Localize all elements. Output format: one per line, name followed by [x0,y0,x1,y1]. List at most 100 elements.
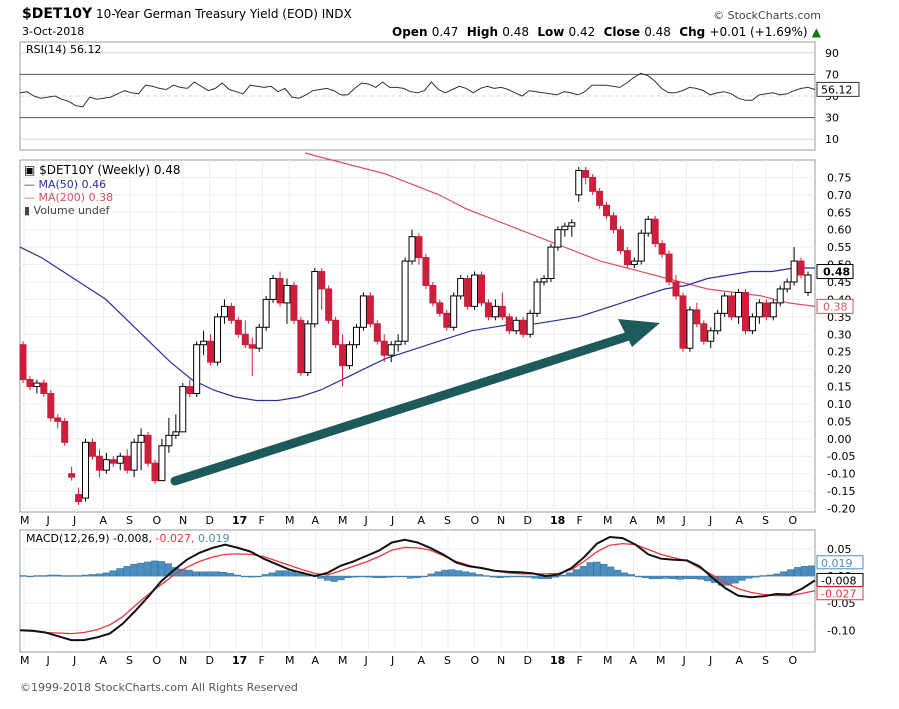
macd-hist-bar [510,575,518,578]
macd-hist-bar [655,575,663,580]
candle [735,288,743,324]
price-month-label: 18 [550,514,565,527]
candle-body [234,319,242,335]
candle-body [179,386,187,433]
candle-body [728,295,736,318]
candle-body [82,441,90,499]
macd-hist-bar [628,574,636,577]
macd-hist-bar [275,570,283,577]
candle-body [137,434,145,443]
candle [728,292,736,321]
macd-hist-bar [116,568,124,577]
candle-body [332,319,340,346]
candle-body [248,344,256,349]
candle-body [436,302,444,314]
candle [102,452,110,474]
price-tick-label: -0.15 [827,485,855,498]
macd-hist-bar [393,575,400,578]
trend-arrowhead [618,319,660,347]
price-tick-label: -0.05 [827,450,855,463]
up-arrow-icon: ▲ [811,25,821,39]
ma50-legend: — MA(50) 0.46 [24,178,106,191]
macd-hist-bar [455,570,463,577]
macd-hist-bar [434,571,442,577]
candle-body [755,302,763,318]
symbol: $DET10Y [22,6,93,22]
candle [276,271,284,307]
open-value: 0.47 [431,25,459,39]
candle-body [484,302,492,318]
price-tick-label: 0.60 [827,224,852,237]
candle [533,278,541,317]
macd-month-label: F [259,654,265,667]
candle-body [193,344,201,395]
price-tick-label: 0.45 [827,276,852,289]
candle-body [721,295,729,314]
candle [352,323,360,349]
macd-hist-bar [427,573,435,577]
candle-body [762,302,770,318]
macd-hist-bar [531,575,539,579]
macd-month-label: D [206,654,214,667]
candle [609,212,617,234]
candle-body [637,232,645,262]
macd-hist-bar [192,571,200,577]
candle-body [769,302,777,318]
candle-body [748,316,756,332]
price-month-label: J [708,514,712,527]
candle [33,379,41,394]
candle-body [616,229,624,252]
price-tick-label: 0.00 [827,433,852,446]
ma200-legend: — MA(200) 0.38 [24,191,113,204]
candle [575,166,583,202]
candle-body [75,494,83,503]
macd-hist-bar [448,569,456,577]
macd-hist-bar [607,566,615,577]
candle [436,299,444,317]
candle [297,316,305,377]
candle-body [339,344,347,367]
candle [137,428,145,471]
candle [700,320,708,345]
macd-hist-bar [61,575,69,577]
candle [311,268,319,328]
candle-body [207,340,215,363]
price-month-label: M [20,514,30,527]
macd-hist-bar [517,575,525,578]
macd-hist-bar [406,575,414,579]
macd-line [19,535,816,642]
candle [227,302,235,324]
candle-body [415,236,423,259]
candle [207,334,215,366]
candle [401,257,409,345]
candle-body [519,319,527,335]
macd-hist-bar [683,575,691,580]
candle [477,271,485,307]
candle [693,302,701,328]
candle [748,313,756,335]
price-month-label: A [630,514,638,527]
trend-arrow-shaft [170,330,637,486]
macd-label: MACD(12,26,9) -0.008, -0.027, 0.019 [26,532,229,545]
candle-body [359,295,367,328]
candle-body [512,319,520,332]
candle [790,247,798,286]
macd-hist-bar [669,575,677,580]
price-month-label: M [603,514,613,527]
candle [193,341,201,397]
candle-body [540,277,548,283]
candle [471,271,479,310]
candle-body [714,312,722,332]
candle-body [741,291,749,332]
candle-body [255,326,263,349]
price-tick-label: 0.70 [827,189,852,202]
macd-hist-bar [731,575,739,584]
candle [762,299,770,321]
candle-body [297,319,305,374]
candle [755,299,763,324]
candle-body [700,323,708,342]
candle [366,292,374,328]
price-tick-label: 0.25 [827,346,852,359]
candle [255,323,263,352]
brand-link[interactable]: © StockCharts.com [713,9,821,22]
